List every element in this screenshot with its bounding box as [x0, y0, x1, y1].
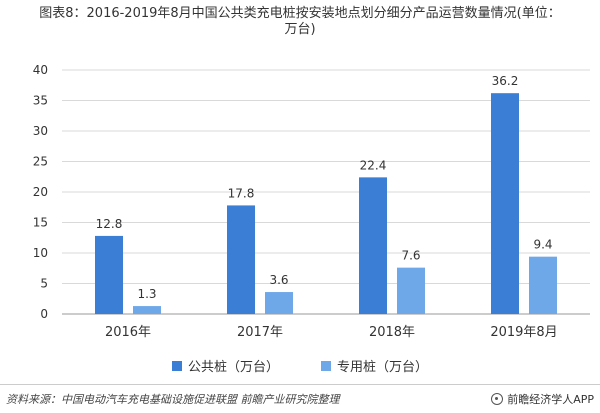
legend-label-private: 专用桩（万台） [337, 360, 429, 375]
bar-public [491, 93, 519, 315]
legend-swatch-public [171, 360, 182, 371]
brand-name: 前瞻经济学人APP [507, 393, 594, 406]
bar-public [227, 205, 255, 314]
data-label: 9.4 [533, 238, 552, 252]
x-tick-label: 2017年 [237, 325, 283, 340]
chart-title: 图表8：2016-2019年8月中国公共类充电桩按安装地点划分细分产品运营数量情… [0, 6, 600, 38]
data-label: 17.8 [228, 186, 255, 200]
legend-item-private: 专用桩（万台） [321, 356, 428, 375]
bar-private [397, 267, 425, 314]
y-tick-label: 0 [40, 307, 48, 321]
y-tick-label: 25 [33, 155, 48, 169]
x-tick-label: 2019年8月 [490, 325, 557, 340]
y-tick-label: 20 [33, 185, 48, 199]
bar-private [265, 292, 293, 314]
x-tick-label: 2018年 [369, 325, 415, 340]
y-tick-label: 35 [33, 94, 48, 108]
data-label: 36.2 [492, 74, 519, 88]
bar-private [529, 256, 557, 314]
y-tick-label: 15 [33, 216, 48, 230]
data-label: 12.8 [96, 217, 123, 231]
source-note: 资料来源：中国电动汽车充电基础设施促进联盟 前瞻产业研究院整理 [6, 393, 340, 406]
chart-legend: 公共桩（万台） 专用桩（万台） [0, 356, 600, 375]
x-tick-label: 2016年 [105, 325, 151, 340]
bar-public [359, 177, 387, 314]
chart-title-line2: 万台) [284, 22, 316, 37]
legend-item-public: 公共桩（万台） [171, 356, 279, 375]
y-tick-label: 10 [33, 246, 48, 260]
y-tick-label: 5 [40, 277, 48, 291]
y-tick-label: 40 [33, 63, 48, 77]
data-label: 22.4 [360, 158, 387, 172]
brand-logo-icon [491, 393, 504, 405]
data-label: 1.3 [137, 287, 156, 301]
bar-public [95, 235, 123, 314]
brand: 前瞻经济学人APP [491, 391, 594, 407]
data-label: 7.6 [401, 249, 420, 263]
y-tick-label: 30 [33, 124, 48, 138]
bar-private [133, 306, 161, 314]
data-label: 3.6 [269, 273, 288, 287]
legend-swatch-private [321, 360, 331, 371]
footer: 资料来源：中国电动汽车充电基础设施促进联盟 前瞻产业研究院整理 前瞻经济学人AP… [0, 384, 600, 413]
legend-label-public: 公共桩（万台） [187, 360, 279, 375]
chart-title-line1: 图表8：2016-2019年8月中国公共类充电桩按安装地点划分细分产品运营数量情… [39, 6, 561, 21]
